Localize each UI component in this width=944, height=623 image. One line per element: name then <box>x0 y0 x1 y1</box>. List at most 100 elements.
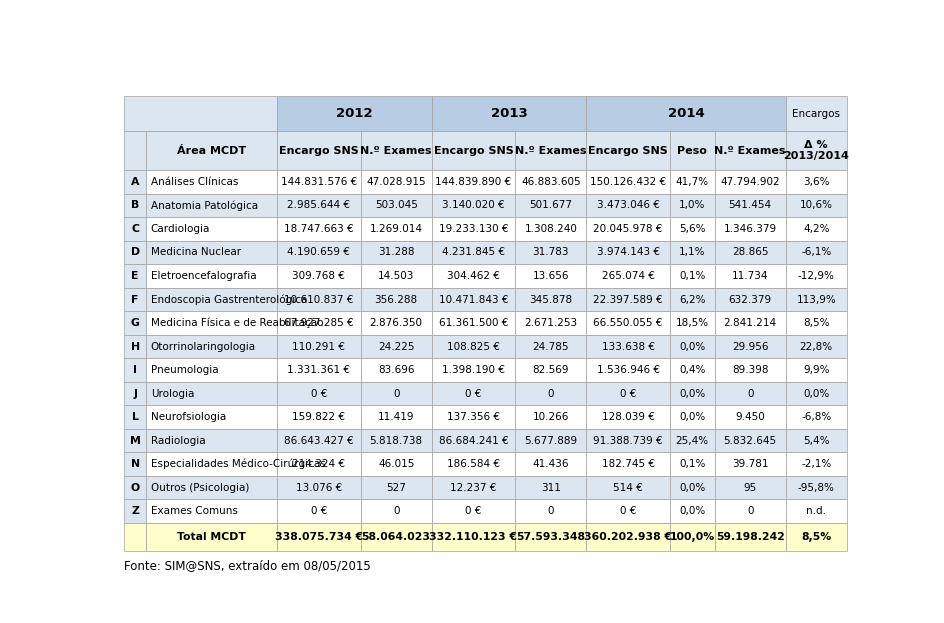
Bar <box>514 217 585 240</box>
Bar <box>514 499 585 523</box>
Text: 186.584 €: 186.584 € <box>447 459 499 469</box>
Bar <box>669 170 714 194</box>
Bar <box>714 382 784 406</box>
Bar <box>514 170 585 194</box>
Bar <box>124 476 146 499</box>
Bar <box>585 452 669 476</box>
Text: 9.450: 9.450 <box>734 412 765 422</box>
Bar <box>585 476 669 499</box>
Text: 8,5%: 8,5% <box>802 318 829 328</box>
Text: 57.593.348: 57.593.348 <box>515 531 584 542</box>
Text: C: C <box>131 224 139 234</box>
Bar <box>585 97 784 131</box>
Bar <box>431 264 514 288</box>
Bar <box>124 499 146 523</box>
Text: 2.876.350: 2.876.350 <box>369 318 422 328</box>
Bar <box>277 406 361 429</box>
Bar <box>714 288 784 312</box>
Text: 10.266: 10.266 <box>532 412 568 422</box>
Text: J: J <box>133 389 137 399</box>
Text: 28.865: 28.865 <box>731 247 767 257</box>
Text: 0: 0 <box>393 389 399 399</box>
Bar <box>585 406 669 429</box>
Bar <box>431 312 514 335</box>
Bar <box>124 131 146 170</box>
Bar <box>431 288 514 312</box>
Bar <box>784 452 846 476</box>
Bar <box>431 131 514 170</box>
Bar <box>784 406 846 429</box>
Text: N: N <box>130 459 140 469</box>
Text: 13.656: 13.656 <box>531 271 568 281</box>
Text: 113,9%: 113,9% <box>796 295 835 305</box>
Bar <box>784 358 846 382</box>
Bar <box>277 131 361 170</box>
Text: 10.471.843 €: 10.471.843 € <box>438 295 508 305</box>
Bar <box>784 170 846 194</box>
Bar <box>277 476 361 499</box>
Bar <box>431 499 514 523</box>
Text: 1,0%: 1,0% <box>679 201 705 211</box>
Bar <box>784 335 846 358</box>
Text: 503.045: 503.045 <box>375 201 417 211</box>
Text: 0: 0 <box>393 506 399 516</box>
Text: 89.398: 89.398 <box>731 365 767 375</box>
Bar <box>669 523 714 551</box>
Text: 133.638 €: 133.638 € <box>601 341 654 351</box>
Text: n.d.: n.d. <box>805 506 825 516</box>
Bar <box>784 382 846 406</box>
Text: 8,5%: 8,5% <box>801 531 831 542</box>
Text: 0,0%: 0,0% <box>679 389 704 399</box>
Text: 18.747.663 €: 18.747.663 € <box>284 224 353 234</box>
Bar <box>714 131 784 170</box>
Bar <box>124 194 146 217</box>
Bar <box>146 382 277 406</box>
Text: 0 €: 0 € <box>464 506 481 516</box>
Bar <box>669 312 714 335</box>
Bar <box>124 217 146 240</box>
Text: Encargo SNS: Encargo SNS <box>587 146 667 156</box>
Bar <box>585 312 669 335</box>
Bar <box>714 406 784 429</box>
Bar <box>669 429 714 452</box>
Text: 541.454: 541.454 <box>728 201 771 211</box>
Text: 0 €: 0 € <box>311 389 327 399</box>
Text: 110.291 €: 110.291 € <box>292 341 345 351</box>
Bar <box>784 429 846 452</box>
Text: L: L <box>131 412 139 422</box>
Bar <box>585 240 669 264</box>
Bar <box>714 240 784 264</box>
Text: 501.677: 501.677 <box>529 201 572 211</box>
Bar <box>431 429 514 452</box>
Text: Área MCDT: Área MCDT <box>177 146 246 156</box>
Text: 22.397.589 €: 22.397.589 € <box>593 295 662 305</box>
Bar <box>784 264 846 288</box>
Bar <box>277 429 361 452</box>
Bar <box>146 217 277 240</box>
Bar <box>514 476 585 499</box>
Text: 41.436: 41.436 <box>531 459 568 469</box>
Bar <box>669 452 714 476</box>
Text: 0: 0 <box>746 506 752 516</box>
Text: 39.781: 39.781 <box>731 459 767 469</box>
Bar <box>585 170 669 194</box>
Text: Especialidades Médico-Cirúrgicas: Especialidades Médico-Cirúrgicas <box>151 459 325 469</box>
Text: 514 €: 514 € <box>613 483 642 493</box>
Text: 1.536.946 €: 1.536.946 € <box>596 365 659 375</box>
Text: 61.361.500 €: 61.361.500 € <box>438 318 508 328</box>
Bar <box>714 217 784 240</box>
Bar <box>124 358 146 382</box>
Text: 2.671.253: 2.671.253 <box>524 318 577 328</box>
Bar <box>585 335 669 358</box>
Text: O: O <box>130 483 140 493</box>
Text: Otorrinolaringologia: Otorrinolaringologia <box>151 341 256 351</box>
Bar <box>431 240 514 264</box>
Text: 1.398.190 €: 1.398.190 € <box>442 365 504 375</box>
Text: 13.076 €: 13.076 € <box>295 483 342 493</box>
Text: 4.231.845 €: 4.231.845 € <box>442 247 504 257</box>
Text: 4,2%: 4,2% <box>802 224 829 234</box>
Bar <box>146 429 277 452</box>
Bar <box>431 358 514 382</box>
Text: 19.233.130 €: 19.233.130 € <box>438 224 508 234</box>
Bar <box>714 523 784 551</box>
